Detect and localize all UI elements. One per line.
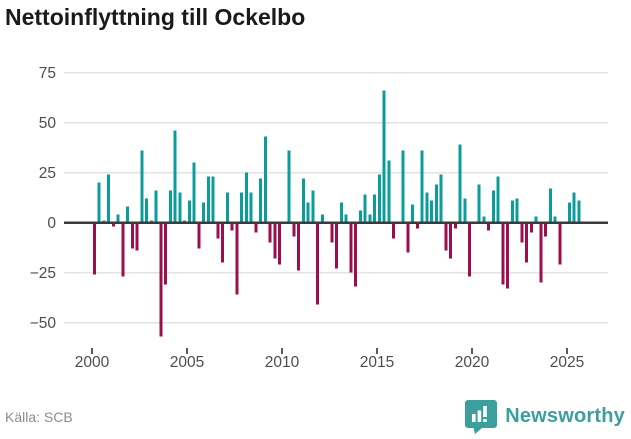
svg-text:2005: 2005: [170, 354, 204, 371]
svg-text:25: 25: [39, 165, 56, 182]
chart-title: Nettoinflyttning till Ockelbo: [5, 4, 306, 30]
svg-text:0: 0: [47, 215, 56, 232]
svg-text:2010: 2010: [265, 354, 300, 371]
newsworthy-logo: Newsworthy: [465, 399, 625, 434]
svg-text:75: 75: [39, 65, 56, 82]
svg-text:−25: −25: [30, 265, 56, 282]
newsworthy-logo-icon: [465, 400, 498, 434]
svg-text:2000: 2000: [75, 354, 110, 371]
newsworthy-brand-text: Newsworthy: [505, 405, 625, 427]
svg-text:2015: 2015: [360, 354, 394, 371]
svg-text:2025: 2025: [550, 354, 584, 371]
svg-text:2020: 2020: [455, 354, 490, 371]
source-label: Källa: SCB: [5, 409, 73, 425]
svg-text:−50: −50: [30, 315, 57, 332]
svg-text:50: 50: [39, 115, 57, 132]
